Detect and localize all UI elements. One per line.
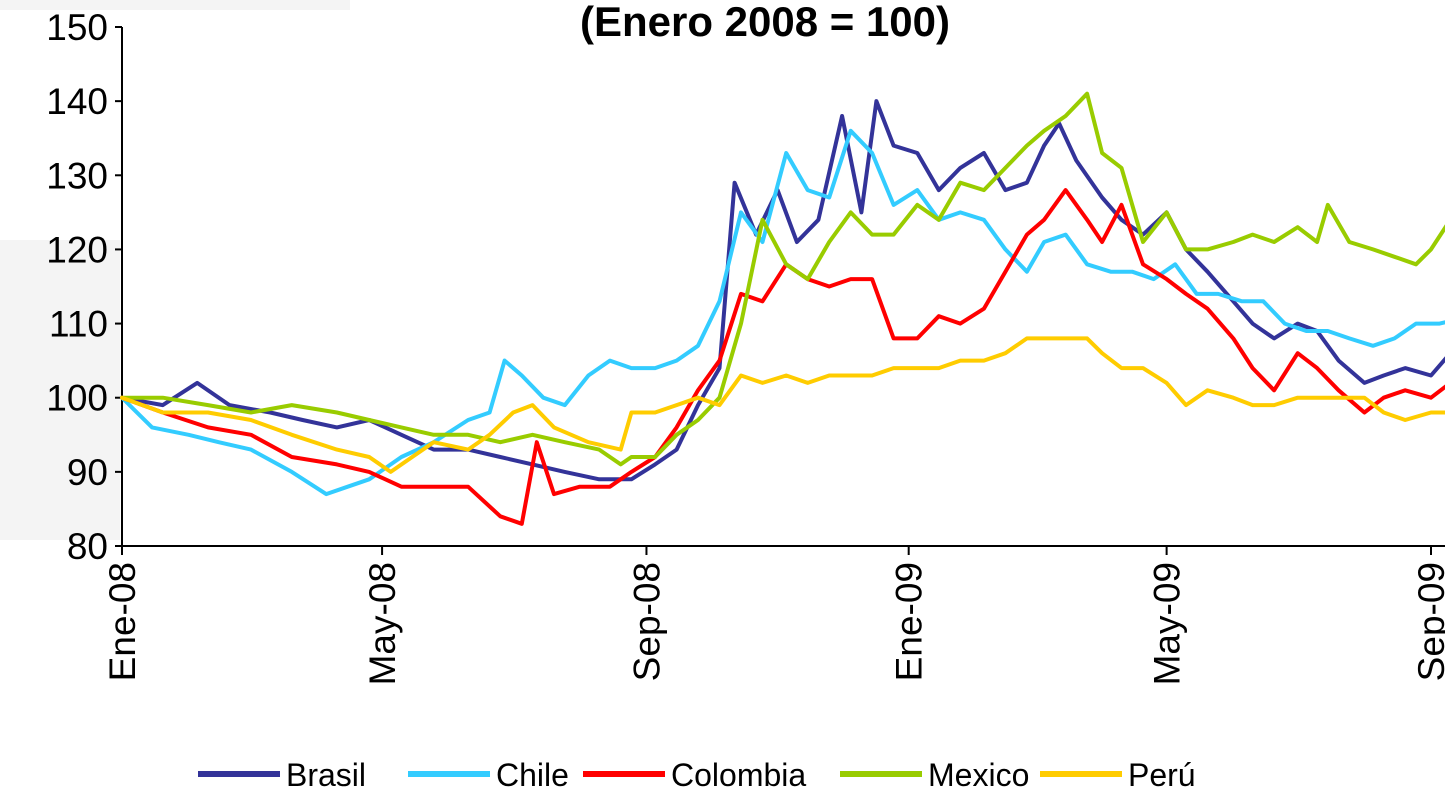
y-tick-label: 150 <box>46 7 108 48</box>
series-line-chile <box>120 128 1445 497</box>
x-tick-label: Sep-08 <box>626 562 667 681</box>
legend: Brasil Chile Colombia Mexico Perú <box>198 757 1196 793</box>
legend-label: Perú <box>1128 757 1196 793</box>
y-tick-label: 140 <box>46 81 108 122</box>
x-tick-label: May-08 <box>362 562 403 685</box>
series-lines <box>120 91 1445 526</box>
background-panel-bottom <box>0 240 120 540</box>
y-tick-label: 130 <box>46 155 108 196</box>
background-panel-top <box>0 0 350 10</box>
x-tick-label: Ene-08 <box>102 562 143 681</box>
series-line-brasil <box>120 99 1445 482</box>
y-axis-ticks: 80 90 100 110 120 130 140 150 <box>46 7 122 567</box>
y-tick-label: 80 <box>67 526 108 567</box>
chart-title: (Enero 2008 = 100) <box>580 0 950 45</box>
y-tick-label: 120 <box>46 229 108 270</box>
series-line-mexico <box>120 91 1445 467</box>
x-tick-label: Sep-09 <box>1411 562 1445 681</box>
y-tick-label: 110 <box>49 304 108 345</box>
x-axis-ticks: Ene-08 May-08 Sep-08 Ene-09 May-09 Sep-09 <box>102 546 1445 685</box>
legend-label: Chile <box>496 757 569 793</box>
y-tick-label: 100 <box>46 378 108 419</box>
y-tick-label: 90 <box>67 452 108 493</box>
x-tick-label: May-09 <box>1147 562 1188 685</box>
legend-label: Colombia <box>671 757 806 793</box>
series-line-colombia <box>120 188 1445 526</box>
legend-label: Mexico <box>928 757 1029 793</box>
legend-label: Brasil <box>286 757 366 793</box>
series-line-per <box>120 336 1445 474</box>
x-tick-label: Ene-09 <box>889 562 930 681</box>
